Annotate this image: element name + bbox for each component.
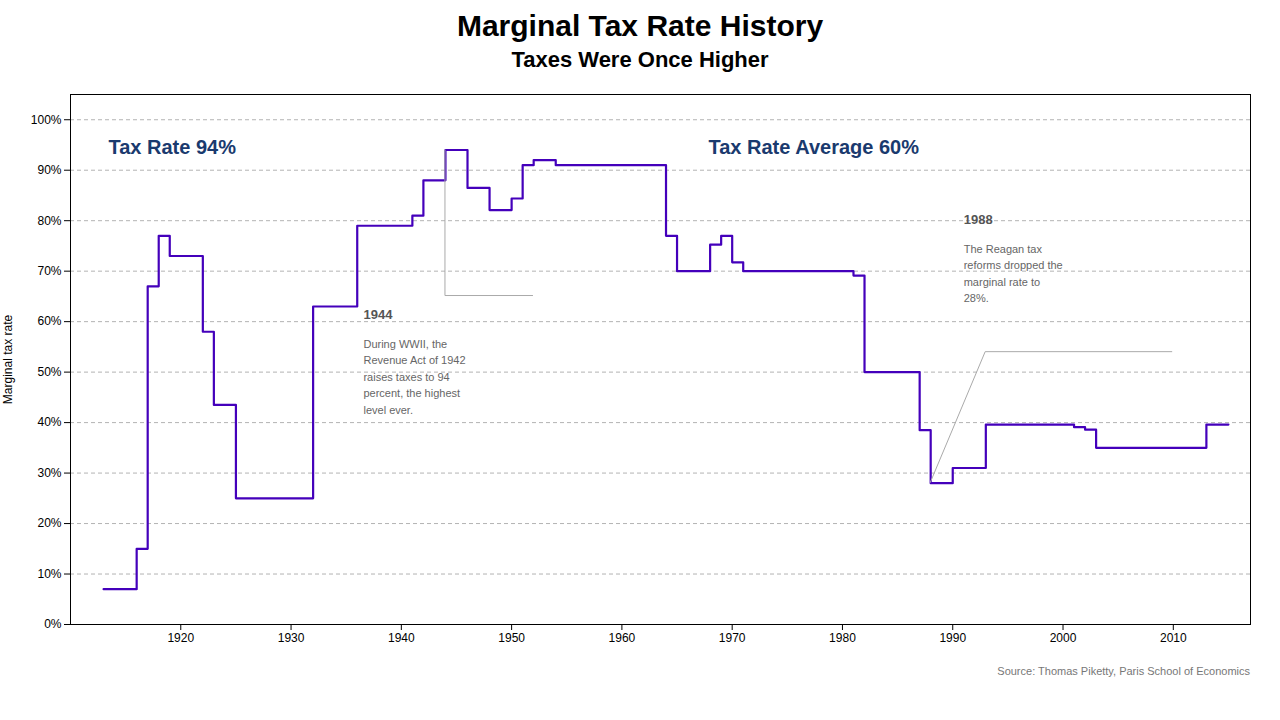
- svg-text:1944: 1944: [363, 307, 393, 322]
- svg-text:1970: 1970: [719, 631, 746, 645]
- svg-text:1950: 1950: [498, 631, 525, 645]
- svg-text:2010: 2010: [1160, 631, 1187, 645]
- svg-text:20%: 20%: [37, 516, 61, 530]
- svg-text:40%: 40%: [37, 415, 61, 429]
- svg-text:Marginal tax rate: Marginal tax rate: [1, 314, 15, 404]
- svg-text:2000: 2000: [1050, 631, 1077, 645]
- svg-text:The Reagan taxreforms dropped: The Reagan taxreforms dropped themargina…: [964, 243, 1063, 305]
- svg-text:30%: 30%: [37, 466, 61, 480]
- svg-text:90%: 90%: [37, 163, 61, 177]
- svg-text:1980: 1980: [829, 631, 856, 645]
- svg-text:60%: 60%: [37, 314, 61, 328]
- svg-text:1988: 1988: [964, 212, 993, 227]
- svg-text:0%: 0%: [44, 617, 62, 631]
- svg-text:1930: 1930: [278, 631, 305, 645]
- svg-text:70%: 70%: [37, 264, 61, 278]
- svg-text:50%: 50%: [37, 365, 61, 379]
- html-text:Taxes Were Once Higher: Taxes Were Once Higher: [511, 47, 769, 72]
- svg-text:80%: 80%: [37, 214, 61, 228]
- svg-text:1940: 1940: [388, 631, 415, 645]
- html-text:Source: Thomas Piketty, Paris: Source: Thomas Piketty, Paris School of …: [997, 665, 1250, 677]
- svg-text:During WWII, theRevenue Act of: During WWII, theRevenue Act of 1942raise…: [363, 338, 465, 416]
- svg-text:1990: 1990: [939, 631, 966, 645]
- svg-text:1960: 1960: [609, 631, 636, 645]
- svg-text:1920: 1920: [167, 631, 194, 645]
- html-text:Marginal Tax Rate History: Marginal Tax Rate History: [456, 9, 824, 42]
- svg-text:Tax Rate Average 60%: Tax Rate Average 60%: [709, 136, 920, 158]
- svg-text:Tax Rate 94%: Tax Rate 94%: [109, 136, 237, 158]
- svg-text:100%: 100%: [31, 113, 62, 127]
- svg-text:10%: 10%: [37, 567, 61, 581]
